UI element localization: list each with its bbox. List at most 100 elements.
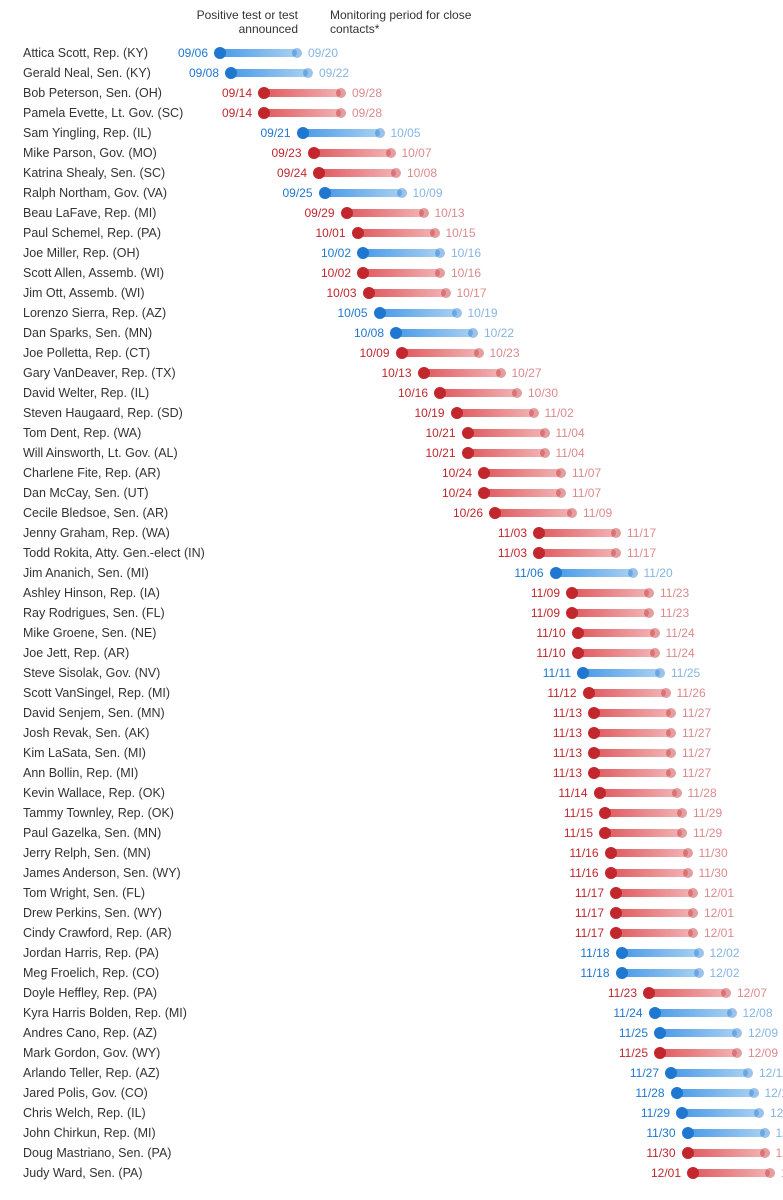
end-date: 09/20 (308, 46, 338, 60)
end-date: 11/24 (666, 626, 695, 640)
end-dot (496, 368, 506, 378)
end-date: 10/17 (457, 286, 487, 300)
timeline-row: Will Ainsworth, Lt. Gov. (AL)10/2111/04 (0, 444, 783, 464)
timeline-row: Andres Cano, Rep. (AZ)11/2512/09 (0, 1024, 783, 1044)
start-date: 11/23 (597, 986, 637, 1000)
start-date: 11/30 (636, 1126, 676, 1140)
start-dot (489, 507, 501, 519)
end-date: 10/16 (451, 246, 481, 260)
end-dot (556, 468, 566, 478)
person-name: Paul Gazelka, Sen. (MN) (23, 826, 161, 840)
monitoring-bar (319, 169, 396, 177)
timeline-row: David Welter, Rep. (IL)10/1610/30 (0, 384, 783, 404)
start-dot (396, 347, 408, 359)
start-date: 10/02 (311, 246, 351, 260)
start-date: 11/25 (608, 1026, 648, 1040)
end-dot (529, 408, 539, 418)
end-date: 09/22 (319, 66, 349, 80)
person-name: James Anderson, Sen. (WY) (23, 866, 181, 880)
start-dot (599, 807, 611, 819)
timeline-row: Todd Rokita, Atty. Gen.-elect (IN)11/031… (0, 544, 783, 564)
person-name: Kevin Wallace, Rep. (OK) (23, 786, 165, 800)
end-dot (683, 868, 693, 878)
end-dot (688, 908, 698, 918)
start-date: 10/09 (350, 346, 390, 360)
person-name: Todd Rokita, Atty. Gen.-elect (IN) (23, 546, 205, 560)
end-date: 11/27 (682, 706, 711, 720)
start-date: 11/16 (559, 866, 599, 880)
start-date: 10/26 (443, 506, 483, 520)
end-date: 11/04 (556, 426, 585, 440)
monitoring-bar (589, 689, 666, 697)
monitoring-bar (231, 69, 308, 77)
timeline-row: David Senjem, Sen. (MN)11/1311/27 (0, 704, 783, 724)
start-date: 11/10 (526, 626, 566, 640)
monitoring-bar (605, 829, 682, 837)
start-date: 11/28 (625, 1086, 665, 1100)
start-dot (434, 387, 446, 399)
person-name: Mark Gordon, Gov. (WY) (23, 1046, 160, 1060)
end-date: 11/27 (682, 746, 711, 760)
monitoring-bar (484, 469, 561, 477)
person-name: David Senjem, Sen. (MN) (23, 706, 165, 720)
monitoring-bar (380, 309, 457, 317)
end-dot (727, 1008, 737, 1018)
monitoring-bar (611, 849, 688, 857)
person-name: Sam Yingling, Rep. (IL) (23, 126, 152, 140)
start-dot (588, 727, 600, 739)
end-dot (441, 288, 451, 298)
start-dot (605, 867, 617, 879)
person-name: Bob Peterson, Sen. (OH) (23, 86, 162, 100)
person-name: Tom Dent, Rep. (WA) (23, 426, 141, 440)
person-name: Ralph Northam, Gov. (VA) (23, 186, 167, 200)
end-dot (677, 808, 687, 818)
timeline-row: Jordan Harris, Rep. (PA)11/1812/02 (0, 944, 783, 964)
start-dot (297, 127, 309, 139)
person-name: Gerald Neal, Sen. (KY) (23, 66, 151, 80)
monitoring-bar (556, 569, 633, 577)
monitoring-bar (594, 729, 671, 737)
start-dot (357, 267, 369, 279)
end-date: 12/14 (776, 1146, 783, 1160)
start-dot (258, 107, 270, 119)
end-dot (688, 928, 698, 938)
start-dot (687, 1167, 699, 1179)
timeline-row: John Chirkun, Rep. (MI)11/3012/14 (0, 1124, 783, 1144)
timeline-row: Ann Bollin, Rep. (MI)11/1311/27 (0, 764, 783, 784)
end-date: 11/07 (572, 466, 601, 480)
start-date: 09/29 (295, 206, 335, 220)
end-date: 12/13 (770, 1106, 783, 1120)
start-dot (682, 1127, 694, 1139)
end-dot (760, 1148, 770, 1158)
end-dot (375, 128, 385, 138)
start-dot (533, 547, 545, 559)
start-date: 11/24 (603, 1006, 643, 1020)
start-dot (572, 627, 584, 639)
start-dot (357, 247, 369, 259)
start-date: 11/13 (542, 746, 582, 760)
end-dot (567, 508, 577, 518)
timeline-row: Tammy Townley, Rep. (OK)11/1511/29 (0, 804, 783, 824)
person-name: Katrina Shealy, Sen. (SC) (23, 166, 165, 180)
person-name: Doug Mastriano, Sen. (PA) (23, 1146, 171, 1160)
end-dot (452, 308, 462, 318)
person-name: Lorenzo Sierra, Rep. (AZ) (23, 306, 166, 320)
start-dot (616, 967, 628, 979)
end-dot (760, 1128, 770, 1138)
start-dot (572, 647, 584, 659)
end-dot (303, 68, 313, 78)
timeline-row: Jerry Relph, Sen. (MN)11/1611/30 (0, 844, 783, 864)
start-dot (478, 467, 490, 479)
end-date: 11/07 (572, 486, 601, 500)
end-date: 12/12 (765, 1086, 783, 1100)
end-dot (628, 568, 638, 578)
timeline-row: Arlando Teller, Rep. (AZ)11/2712/11 (0, 1064, 783, 1084)
start-date: 09/14 (212, 106, 252, 120)
monitoring-bar (677, 1089, 754, 1097)
person-name: Meg Froelich, Rep. (CO) (23, 966, 159, 980)
end-date: 12/08 (743, 1006, 773, 1020)
start-dot (588, 767, 600, 779)
monitoring-bar (468, 429, 545, 437)
timeline-row: James Anderson, Sen. (WY)11/1611/30 (0, 864, 783, 884)
person-name: Steve Sisolak, Gov. (NV) (23, 666, 160, 680)
